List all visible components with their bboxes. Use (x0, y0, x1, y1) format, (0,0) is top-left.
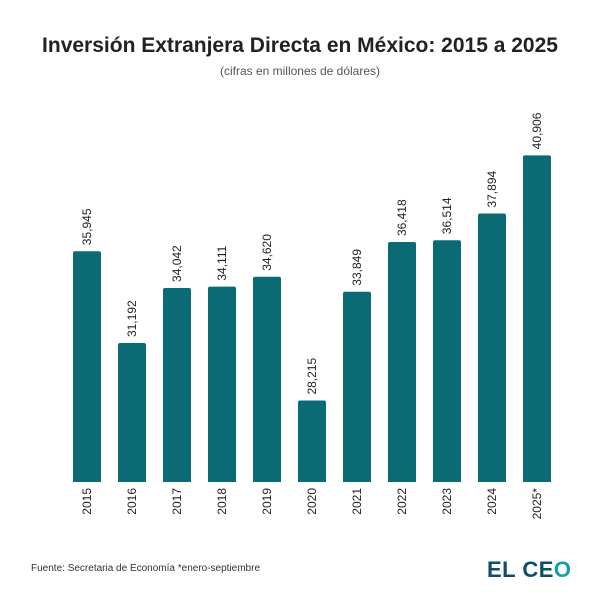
bar-2015 (73, 251, 101, 482)
data-label: 28,215 (305, 358, 319, 395)
x-tick-label: 2015 (80, 488, 94, 515)
data-label: 33,849 (350, 249, 364, 286)
bar-2024 (478, 213, 506, 482)
bar-2019 (253, 276, 281, 482)
bar-2018 (208, 286, 236, 482)
chart-title: Inversión Extranjera Directa en México: … (42, 34, 558, 57)
bar-2023 (433, 240, 461, 482)
x-tick-label: 2022 (395, 488, 409, 515)
x-tick-label: 2025* (530, 488, 544, 520)
bar-2020 (298, 400, 326, 482)
bar-2017 (163, 287, 191, 482)
x-tick-label: 2020 (305, 488, 319, 515)
x-tick-label: 2021 (350, 488, 364, 515)
x-tick-label: 2017 (170, 488, 184, 515)
el-ceo-logo: EL CEO (487, 557, 572, 582)
bar-2021 (343, 291, 371, 482)
chart-subtitle: (cifras en millones de dólares) (219, 64, 381, 78)
data-label: 34,620 (260, 234, 274, 271)
bar-2016 (118, 343, 146, 482)
data-label: 37,894 (485, 171, 499, 208)
bar-2022 (388, 242, 416, 482)
x-tick-label: 2016 (125, 488, 139, 515)
data-label: 40,906 (530, 112, 544, 149)
data-label: 36,514 (440, 197, 454, 234)
data-label: 35,945 (80, 208, 94, 245)
x-tick-label: 2018 (215, 488, 229, 515)
data-label: 36,418 (395, 199, 409, 236)
data-label: 31,192 (125, 300, 139, 337)
x-tick-label: 2023 (440, 488, 454, 515)
data-label: 34,111 (215, 245, 229, 280)
bar-2025* (523, 155, 551, 483)
data-label: 34,042 (170, 245, 184, 282)
x-tick-label: 2024 (485, 488, 499, 515)
x-tick-label: 2019 (260, 488, 274, 515)
source-note: Fuente: Secretaria de Economía *enero-se… (31, 563, 261, 574)
